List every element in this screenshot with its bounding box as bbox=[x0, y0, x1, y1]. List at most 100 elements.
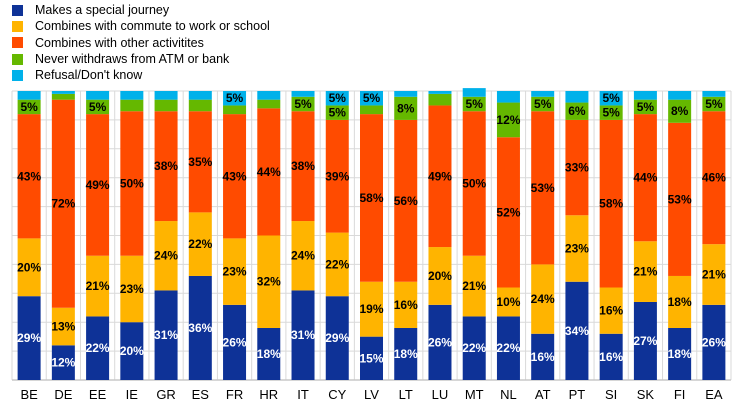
bar-segment bbox=[223, 91, 247, 106]
bar-segment bbox=[257, 99, 281, 109]
bar-segment bbox=[86, 255, 110, 317]
data-label: 43% bbox=[17, 169, 41, 183]
data-label: 16% bbox=[599, 304, 623, 318]
bar-segment bbox=[428, 91, 452, 94]
x-tick-label: LV bbox=[364, 387, 379, 402]
bar-segment bbox=[633, 99, 657, 115]
data-label: 24% bbox=[154, 249, 178, 263]
legend-swatch-never-withdraws bbox=[12, 53, 23, 65]
legend-item: Combines with commute to work or school bbox=[12, 18, 270, 34]
bar-segment bbox=[17, 99, 41, 115]
data-label: 53% bbox=[531, 181, 555, 195]
data-label: 5% bbox=[329, 106, 347, 120]
data-label: 26% bbox=[702, 335, 726, 349]
bar-segment bbox=[565, 91, 589, 103]
bar-segment bbox=[702, 304, 726, 380]
legend-swatch-refusal bbox=[12, 69, 23, 81]
data-label: 5% bbox=[20, 100, 38, 114]
bar-segment bbox=[531, 333, 555, 380]
data-label: 6% bbox=[568, 104, 586, 118]
bar-segment bbox=[428, 93, 452, 106]
data-label: 5% bbox=[466, 97, 484, 111]
data-label: 23% bbox=[120, 282, 144, 296]
data-label: 58% bbox=[599, 197, 623, 211]
bar-segment bbox=[325, 232, 349, 297]
bar-segment bbox=[428, 247, 452, 305]
bar-segment bbox=[257, 235, 281, 328]
bar-segment bbox=[702, 244, 726, 305]
bar-segment bbox=[394, 327, 418, 380]
legend-swatch-other-activities bbox=[12, 37, 23, 49]
bar-segment bbox=[496, 137, 520, 288]
bar-segment bbox=[633, 301, 657, 380]
bar-segment bbox=[120, 91, 144, 100]
bar-segment bbox=[462, 88, 486, 97]
data-label: 43% bbox=[223, 169, 247, 183]
bar-segment bbox=[188, 212, 212, 276]
bar-segment bbox=[394, 119, 418, 282]
data-label: 26% bbox=[428, 335, 452, 349]
data-label: 15% bbox=[359, 351, 383, 365]
data-label: 16% bbox=[394, 298, 418, 312]
bar-segment bbox=[360, 281, 383, 337]
data-label: 22% bbox=[188, 237, 212, 251]
data-label: 56% bbox=[394, 194, 418, 208]
bar-segment bbox=[120, 255, 144, 323]
data-label: 58% bbox=[359, 191, 383, 205]
bar-segment bbox=[668, 327, 692, 380]
data-label: 36% bbox=[188, 321, 212, 335]
data-label: 20% bbox=[120, 344, 144, 358]
x-tick-label: SI bbox=[605, 387, 617, 402]
bar-segment bbox=[599, 333, 623, 380]
data-label: 29% bbox=[325, 331, 349, 345]
bar-segment bbox=[188, 91, 212, 100]
data-label: 18% bbox=[668, 347, 692, 361]
bar-segment bbox=[428, 105, 452, 248]
bar-segment bbox=[462, 96, 486, 112]
data-label: 8% bbox=[671, 104, 689, 118]
bar-segment bbox=[154, 221, 178, 291]
data-label: 22% bbox=[462, 341, 486, 355]
bar-segment bbox=[496, 91, 520, 103]
data-label: 12% bbox=[51, 356, 75, 370]
data-label: 5% bbox=[602, 91, 620, 105]
legend-item: Never withdraws from ATM or bank bbox=[12, 51, 270, 67]
bar-segment bbox=[154, 91, 178, 100]
bar-segment bbox=[257, 108, 281, 236]
bar-segment bbox=[291, 111, 315, 222]
data-label: 20% bbox=[428, 269, 452, 283]
bar-segment bbox=[428, 304, 452, 380]
bar-segment bbox=[86, 114, 110, 256]
x-tick-label: MT bbox=[465, 387, 484, 402]
bar-segment bbox=[51, 91, 75, 94]
bar-segment bbox=[86, 99, 110, 115]
data-label: 16% bbox=[599, 350, 623, 364]
x-tick-label: FI bbox=[674, 387, 686, 402]
bar-segment bbox=[154, 290, 178, 380]
data-label: 18% bbox=[257, 347, 281, 361]
bar-segment bbox=[531, 96, 555, 112]
x-tick-label: AT bbox=[535, 387, 551, 402]
data-label: 8% bbox=[397, 101, 415, 115]
x-tick-label: SK bbox=[637, 387, 655, 402]
bar-segment bbox=[86, 91, 110, 100]
bar-segment bbox=[599, 105, 623, 120]
bar-segment bbox=[223, 105, 247, 115]
data-label: 53% bbox=[668, 192, 692, 206]
legend: Makes a special journey Combines with co… bbox=[12, 2, 270, 83]
data-label: 13% bbox=[51, 320, 75, 334]
bar-segment bbox=[223, 304, 247, 380]
bar-segment bbox=[599, 287, 623, 334]
data-label: 46% bbox=[702, 171, 726, 185]
bar-segment bbox=[17, 91, 41, 100]
x-tick-label: LT bbox=[399, 387, 413, 402]
data-label: 39% bbox=[325, 169, 349, 183]
bar-segment bbox=[565, 215, 589, 282]
bar-segment bbox=[633, 91, 657, 100]
data-label: 33% bbox=[565, 161, 589, 175]
data-label: 5% bbox=[637, 100, 655, 114]
bar-segment bbox=[257, 91, 281, 100]
data-label: 21% bbox=[462, 279, 486, 293]
bar-segment bbox=[668, 99, 692, 123]
